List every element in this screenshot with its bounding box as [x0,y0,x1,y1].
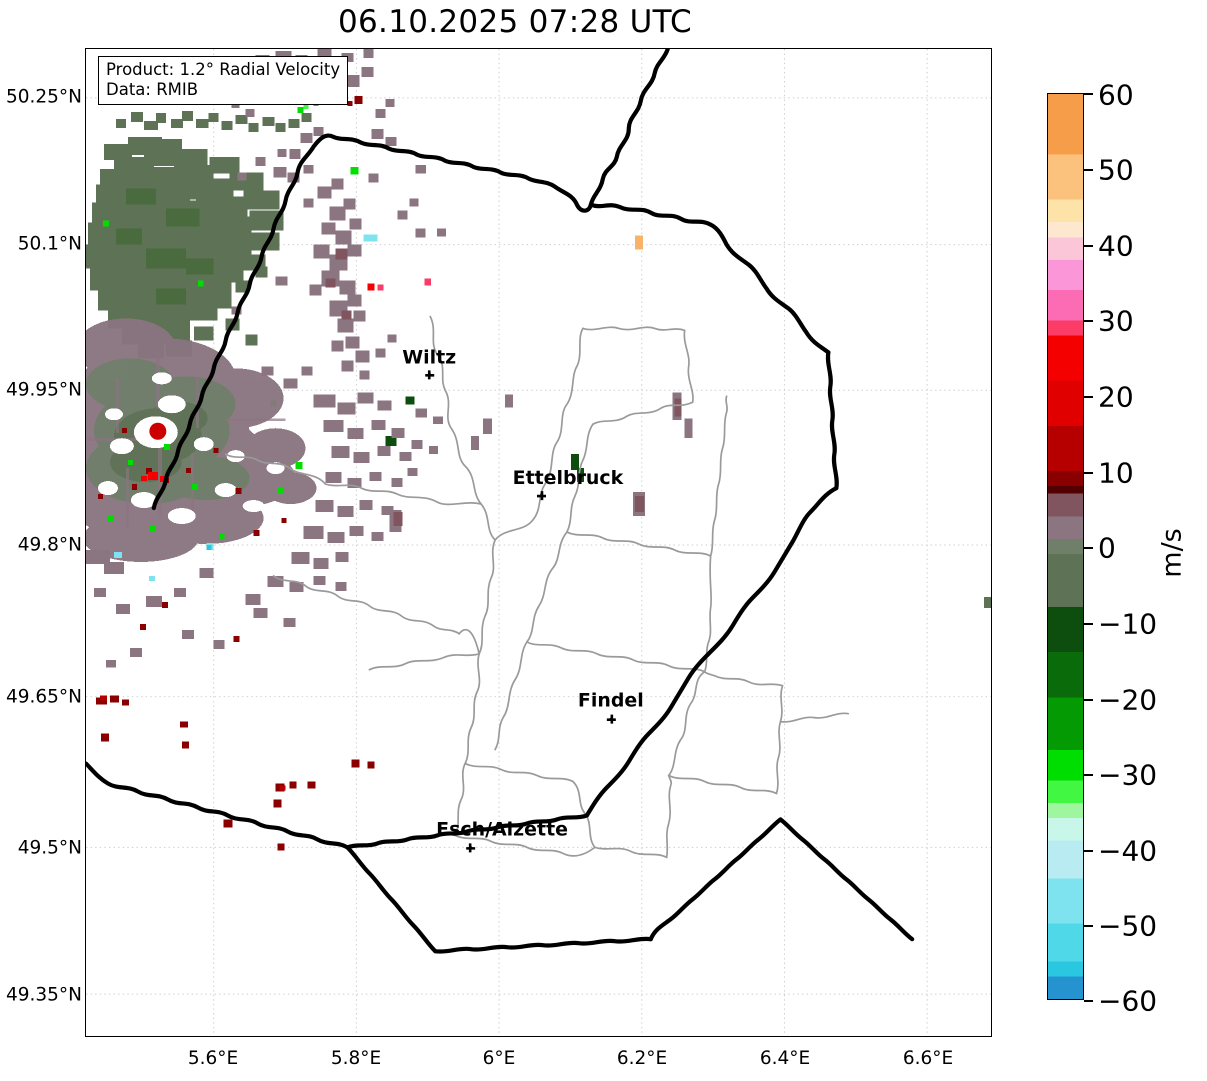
city-label-ettelbruck: Ettelbruck [513,467,624,489]
colorbar-tick-m20 [1084,699,1093,701]
city-marker-findel [606,714,616,724]
city-label-wiltz: Wiltz [402,346,456,368]
colorbar-tick-0 [1084,547,1093,549]
colorbar-label-7: −10 [1098,607,1158,641]
colorbar-tick-m40 [1084,850,1093,852]
radar-echo-layer [86,49,991,851]
city-marker-ettelbruck [537,491,546,501]
colorbar-tick-50 [1084,169,1093,171]
product-line: Product: 1.2° Radial Velocity [106,60,341,79]
y-tick-label-1: 50.1°N [17,233,82,255]
colorbar-label-4: 20 [1098,380,1134,414]
colorbar-label-9: −30 [1098,758,1158,792]
colorbar-label-6: 0 [1098,531,1116,565]
gridlines [86,49,991,1036]
x-tick-label-4: 6.4°E [759,1048,811,1069]
colorbar-label-1: 50 [1098,153,1134,187]
colorbar-label-8: −20 [1098,683,1158,717]
admin-boundaries [224,315,850,859]
y-tick-label-6: 49.35°N [5,984,82,1006]
colorbar-label-10: −40 [1098,834,1158,868]
radar-map-plot[interactable]: Wiltz Ettelbruck Findel Esch/Alzette [85,48,992,1037]
colorbar-label-3: 30 [1098,304,1134,338]
velocity-colorbar[interactable] [1047,93,1084,1000]
radar-map-svg: Wiltz Ettelbruck Findel Esch/Alzette [86,49,991,1036]
colorbar-label-5: 10 [1098,456,1134,490]
city-marker-esch-alzette [466,843,476,853]
x-tick-label-5: 6.6°E [902,1048,954,1069]
colorbar-unit-label: m/s [1156,528,1188,578]
colorbar-label-12: −60 [1098,984,1158,1018]
colorbar-tick-10 [1084,472,1093,474]
x-tick-label-2: 6°E [482,1048,516,1069]
colorbar-tick-20 [1084,396,1093,398]
colorbar-label-11: −50 [1098,909,1158,943]
x-tick-label-1: 5.8°E [330,1048,382,1069]
colorbar-tick-m60 [1084,1000,1093,1002]
colorbar-label-2: 40 [1098,229,1134,263]
city-marker-wiltz [425,370,435,380]
colorbar-gradient [1048,94,1083,999]
colorbar-tick-30 [1084,320,1093,322]
x-tick-label-0: 5.6°E [187,1048,239,1069]
y-tick-label-2: 49.95°N [5,379,82,401]
colorbar-tick-40 [1084,245,1093,247]
colorbar-tick-m10 [1084,623,1093,625]
y-tick-label-5: 49.5°N [17,837,82,859]
x-tick-label-3: 6.2°E [616,1048,668,1069]
city-label-findel: Findel [578,690,644,712]
y-tick-label-0: 50.25°N [5,86,82,108]
colorbar-tick-m50 [1084,925,1093,927]
city-layer: Wiltz Ettelbruck Findel Esch/Alzette [402,346,644,853]
colorbar-tick-60 [1084,93,1093,95]
colorbar-tick-m30 [1084,774,1093,776]
colorbar-label-0: 60 [1098,78,1134,112]
y-tick-label-4: 49.65°N [5,686,82,708]
page-title: 06.10.2025 07:28 UTC [338,4,692,40]
radar-site-marker [145,421,168,444]
product-info-box: Product: 1.2° Radial Velocity Data: RMIB [98,56,349,106]
data-source-line: Data: RMIB [106,80,199,100]
national-borders [86,49,915,954]
city-label-esch-alzette: Esch/Alzette [436,818,568,840]
y-tick-label-3: 49.8°N [17,534,82,556]
